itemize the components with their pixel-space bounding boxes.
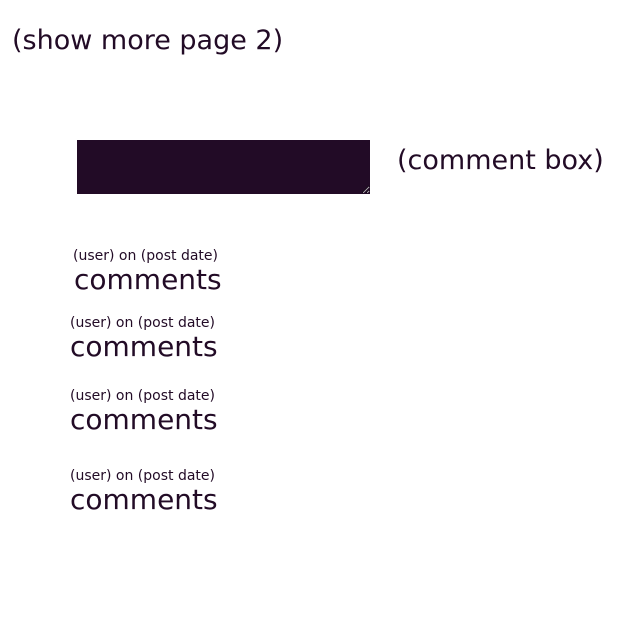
comment-meta: (user) on (post date): [73, 248, 218, 264]
comment-item: (user) on (post date) comments: [73, 248, 222, 297]
comment-text: comments: [70, 403, 218, 436]
comment-text: comments: [74, 263, 222, 296]
show-more-link[interactable]: (show more page 2): [12, 25, 284, 56]
comment-item: (user) on (post date) comments: [70, 315, 218, 364]
comment-input[interactable]: [77, 140, 370, 194]
comment-box-label: (comment box): [397, 145, 604, 176]
comment-item: (user) on (post date) comments: [70, 388, 218, 437]
comment-meta: (user) on (post date): [70, 315, 215, 331]
comment-text: comments: [70, 330, 218, 363]
comment-item: (user) on (post date) comments: [70, 468, 218, 517]
comment-text: comments: [70, 483, 218, 516]
comment-meta: (user) on (post date): [70, 468, 215, 484]
comment-meta: (user) on (post date): [70, 388, 215, 404]
